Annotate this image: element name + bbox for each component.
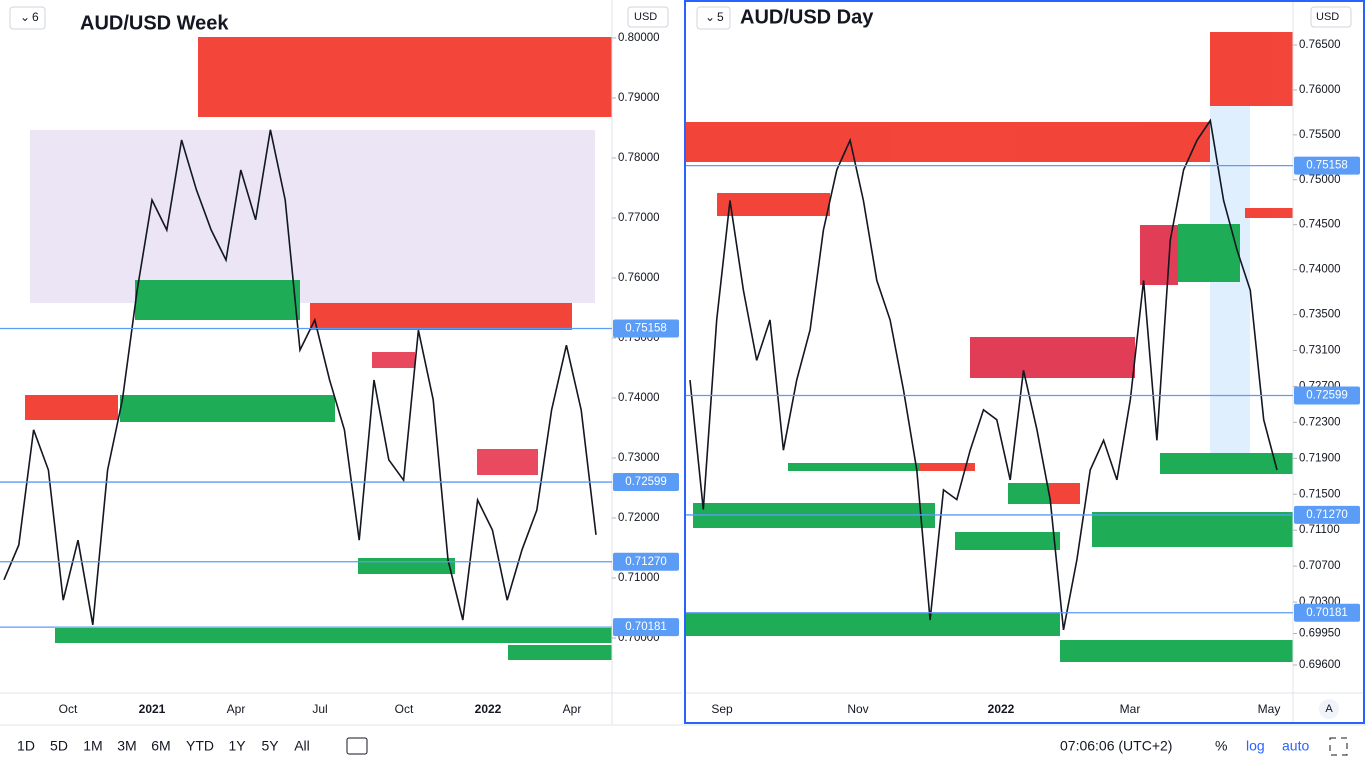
y-tick-label: 0.71900	[1299, 452, 1341, 464]
x-tick-label: Jul	[312, 702, 327, 716]
y-tick-label: 0.74500	[1299, 219, 1341, 231]
y-tick-label: 0.73500	[1299, 309, 1341, 321]
y-tick-label: 0.71500	[1299, 488, 1341, 500]
y-tick-label: 0.74000	[618, 392, 660, 404]
x-tick-label: 2021	[139, 702, 166, 716]
currency-button[interactable]	[627, 6, 669, 28]
range-button[interactable]: 1D	[17, 738, 35, 754]
y-tick-label: 0.77000	[618, 212, 660, 224]
pane-count: 5	[717, 10, 724, 24]
x-tick-label: 2022	[988, 702, 1015, 716]
y-tick-label: 0.74000	[1299, 264, 1341, 276]
range-button[interactable]: 5Y	[261, 738, 279, 754]
y-tick-label: 0.75000	[1299, 174, 1341, 186]
price-tag	[613, 319, 679, 338]
y-tick-label: 0.72300	[1299, 416, 1341, 428]
x-tick-label: Sep	[711, 702, 733, 716]
price-tag	[1294, 505, 1360, 524]
range-button[interactable]: 1Y	[228, 738, 246, 754]
y-tick-label: 0.79000	[618, 92, 660, 104]
price-tag-label: 0.70181	[1306, 607, 1348, 619]
y-tick-label: 0.75500	[1299, 129, 1341, 141]
auto-button[interactable]: auto	[1282, 738, 1309, 754]
price-tag-label: 0.71270	[1306, 509, 1348, 521]
pane-button[interactable]	[696, 6, 731, 30]
y-tick-label: 0.71000	[618, 572, 660, 584]
x-tick-label: Apr	[563, 702, 582, 716]
chart-title: AUD/USD Week	[80, 12, 229, 34]
price-tag	[1294, 386, 1360, 405]
range-button[interactable]: All	[294, 738, 310, 754]
date-range-icon[interactable]	[346, 737, 368, 755]
price-tag	[613, 552, 679, 571]
range-button[interactable]: 1M	[83, 738, 102, 754]
range-button[interactable]: 5D	[50, 738, 68, 754]
currency: USD	[1316, 11, 1339, 23]
y-tick-label: 0.69600	[1299, 659, 1341, 671]
scale-button-label: A	[1325, 703, 1333, 715]
fullscreen-button[interactable]	[1329, 737, 1348, 756]
chart-title: AUD/USD Day	[740, 6, 874, 28]
y-tick-label: 0.76000	[1299, 84, 1341, 96]
active-pane-frame	[684, 0, 1365, 724]
price-tag-label: 0.71270	[625, 556, 667, 568]
currency: USD	[634, 11, 657, 23]
range-buttons: 1D 5D 1M 3M 6M YTD 1Y 5Y All	[17, 738, 310, 754]
clock: 07:06:06 (UTC+2)	[1060, 738, 1172, 754]
price-line	[689, 118, 1278, 631]
y-tick-label: 0.69950	[1299, 628, 1341, 640]
price-tag-label: 0.75158	[625, 323, 667, 335]
y-tick-label: 0.73100	[1299, 345, 1341, 357]
price-tag	[613, 618, 679, 637]
range-button[interactable]: YTD	[186, 738, 214, 754]
range-button[interactable]: 3M	[117, 738, 136, 754]
y-tick-label: 0.72000	[618, 512, 660, 524]
zones	[25, 32, 1293, 662]
price-line	[3, 129, 597, 625]
range-button[interactable]: 6M	[151, 738, 170, 754]
x-tick-label: Apr	[227, 702, 246, 716]
y-tick-label: 0.76000	[618, 272, 660, 284]
y-tick-label: 0.71100	[1299, 524, 1340, 536]
percent-button[interactable]: %	[1215, 738, 1227, 754]
price-tag	[1294, 156, 1360, 175]
price-tag-label: 0.72599	[1306, 390, 1348, 402]
scale-button[interactable]	[1319, 699, 1339, 719]
x-tick-label: Oct	[395, 702, 414, 716]
pane-count: 6	[32, 10, 39, 24]
y-tick-label: 0.76500	[1299, 39, 1341, 51]
y-tick-label: 0.73000	[618, 452, 660, 464]
pane-button[interactable]	[9, 6, 46, 30]
price-tag-label: 0.72599	[625, 476, 667, 488]
x-tick-label: Oct	[59, 702, 78, 716]
y-tick-label: 0.80000	[618, 32, 660, 44]
x-tick-label: Mar	[1120, 702, 1141, 716]
chevron: ⌄	[20, 10, 30, 24]
x-tick-label: May	[1258, 702, 1281, 716]
currency-button[interactable]	[1310, 6, 1352, 28]
price-tag-label: 0.70181	[625, 621, 667, 633]
y-tick-label: 0.78000	[618, 152, 660, 164]
y-tick-label: 0.70700	[1299, 560, 1341, 572]
chevron: ⌄	[705, 10, 715, 24]
x-tick-label: 2022	[475, 702, 502, 716]
price-tag	[613, 473, 679, 492]
log-button[interactable]: log	[1246, 738, 1265, 754]
x-tick-label: Nov	[847, 702, 868, 716]
price-tag	[1294, 603, 1360, 622]
price-tag-label: 0.75158	[1306, 160, 1348, 172]
